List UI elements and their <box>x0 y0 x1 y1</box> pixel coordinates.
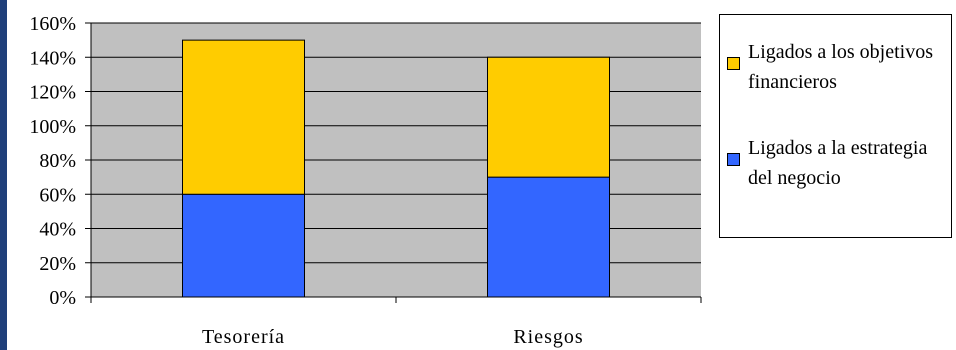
x-category-labels: Tesorería Riesgos <box>202 326 583 348</box>
legend: Ligados a los objetivos financieros Liga… <box>719 14 952 238</box>
legend-label-objetivos-financieros: Ligados a los objetivos financieros <box>748 41 933 93</box>
legend-label-estrategia-negocio: Ligados a la estrategia del negocio <box>748 137 928 189</box>
bar-segment-objetivos-financieros-1 <box>487 56 610 178</box>
y-tick-label: 60% <box>39 184 76 206</box>
x-category-label: Tesorería <box>202 326 285 348</box>
bar-segment-estrategia-negocio-1 <box>487 176 610 298</box>
x-category-label: Riesgos <box>513 326 583 348</box>
legend-swatch-objetivos-financieros <box>727 57 740 70</box>
y-tick-label: 0% <box>49 287 76 309</box>
bar-segment-objetivos-financieros-0 <box>182 39 305 195</box>
y-tick-label: 140% <box>29 47 76 69</box>
legend-swatch-estrategia-negocio <box>727 153 740 166</box>
left-edge-strip <box>0 0 7 350</box>
y-tick-label: 100% <box>29 116 76 138</box>
y-tick-label: 80% <box>39 150 76 172</box>
y-tick-label: 160% <box>29 13 76 35</box>
y-tick-labels: 0% 20% 40% 60% 80% 100% 120% 140% 160% <box>29 13 76 309</box>
axes <box>85 22 702 303</box>
bars <box>182 39 610 298</box>
y-tick-label: 120% <box>29 82 76 104</box>
y-tick-label: 20% <box>39 253 76 275</box>
y-tick-label: 40% <box>39 219 76 241</box>
bar-segment-estrategia-negocio-0 <box>182 193 305 298</box>
